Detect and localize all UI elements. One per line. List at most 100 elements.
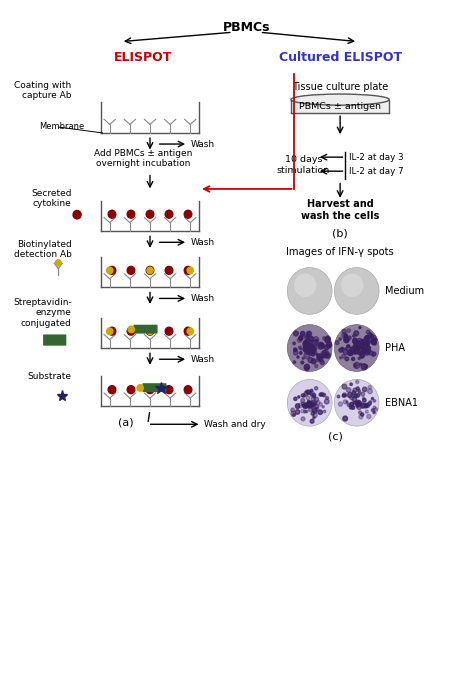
Circle shape [359, 392, 361, 394]
Circle shape [322, 394, 326, 397]
Circle shape [371, 339, 376, 344]
Circle shape [355, 401, 358, 404]
Circle shape [311, 394, 314, 397]
Circle shape [319, 346, 322, 349]
Circle shape [361, 348, 367, 354]
Circle shape [184, 267, 192, 274]
Circle shape [297, 356, 299, 358]
Circle shape [345, 348, 347, 350]
Circle shape [334, 325, 379, 372]
Text: 10 days
stimulation: 10 days stimulation [277, 155, 330, 175]
Circle shape [361, 392, 365, 396]
Circle shape [351, 406, 355, 409]
Circle shape [321, 352, 325, 356]
Circle shape [308, 357, 313, 363]
Circle shape [305, 390, 309, 394]
Circle shape [301, 409, 304, 413]
Circle shape [368, 402, 371, 405]
Circle shape [311, 412, 314, 415]
Circle shape [293, 331, 298, 336]
Circle shape [298, 403, 303, 408]
Circle shape [354, 362, 360, 368]
Circle shape [306, 396, 310, 400]
Circle shape [356, 346, 358, 348]
Circle shape [303, 346, 307, 351]
Text: IL-2 at day 3: IL-2 at day 3 [349, 153, 404, 162]
Circle shape [351, 347, 353, 349]
Circle shape [309, 336, 313, 342]
Circle shape [352, 357, 355, 361]
Circle shape [354, 345, 356, 347]
Circle shape [360, 353, 365, 357]
Circle shape [339, 348, 343, 352]
Circle shape [165, 327, 173, 335]
Circle shape [356, 404, 359, 407]
Circle shape [308, 345, 312, 350]
Circle shape [287, 325, 332, 372]
Text: (b): (b) [332, 228, 348, 239]
Circle shape [108, 327, 116, 335]
Circle shape [322, 406, 324, 408]
Text: Add PBMCs ± antigen
overnight incubation: Add PBMCs ± antigen overnight incubation [94, 149, 192, 168]
Circle shape [354, 394, 357, 398]
Circle shape [325, 336, 330, 341]
Circle shape [364, 336, 369, 341]
Circle shape [342, 329, 346, 333]
Circle shape [361, 404, 365, 408]
Circle shape [312, 408, 317, 413]
Circle shape [127, 267, 135, 274]
Circle shape [353, 388, 357, 392]
Circle shape [342, 394, 345, 397]
Circle shape [357, 338, 362, 344]
Text: Images of IFN-γ spots: Images of IFN-γ spots [286, 247, 394, 257]
Text: IL-2 at day 7: IL-2 at day 7 [349, 166, 404, 176]
Circle shape [374, 338, 377, 342]
Circle shape [327, 344, 330, 348]
Circle shape [373, 336, 376, 339]
Circle shape [362, 340, 365, 342]
Circle shape [308, 401, 312, 405]
Circle shape [367, 351, 370, 353]
Circle shape [307, 331, 311, 336]
Circle shape [357, 352, 360, 355]
Circle shape [319, 343, 324, 349]
Circle shape [350, 402, 354, 406]
Circle shape [311, 346, 315, 350]
Circle shape [108, 210, 116, 218]
Circle shape [184, 327, 192, 335]
Circle shape [363, 397, 365, 400]
Circle shape [354, 346, 357, 350]
Circle shape [304, 364, 310, 370]
Circle shape [55, 260, 61, 266]
Circle shape [354, 364, 356, 367]
Text: Wash: Wash [190, 294, 214, 303]
Circle shape [313, 337, 319, 343]
Circle shape [319, 342, 324, 347]
Circle shape [357, 342, 360, 346]
Circle shape [361, 413, 364, 416]
Circle shape [365, 403, 368, 407]
Circle shape [326, 396, 328, 400]
Circle shape [365, 365, 367, 368]
Circle shape [356, 401, 358, 404]
Circle shape [146, 386, 154, 394]
Circle shape [355, 345, 359, 350]
Circle shape [317, 400, 320, 404]
Circle shape [325, 353, 329, 357]
Circle shape [356, 394, 360, 397]
Circle shape [361, 364, 367, 370]
Circle shape [291, 408, 294, 412]
Circle shape [184, 210, 192, 218]
Circle shape [319, 355, 322, 357]
Circle shape [363, 398, 366, 402]
Circle shape [341, 347, 344, 349]
Circle shape [299, 346, 301, 349]
Circle shape [349, 395, 354, 400]
Circle shape [325, 337, 330, 343]
Circle shape [303, 404, 307, 409]
Circle shape [294, 397, 297, 400]
Circle shape [358, 389, 360, 392]
Circle shape [352, 397, 356, 402]
Circle shape [318, 342, 322, 346]
Circle shape [359, 343, 365, 349]
